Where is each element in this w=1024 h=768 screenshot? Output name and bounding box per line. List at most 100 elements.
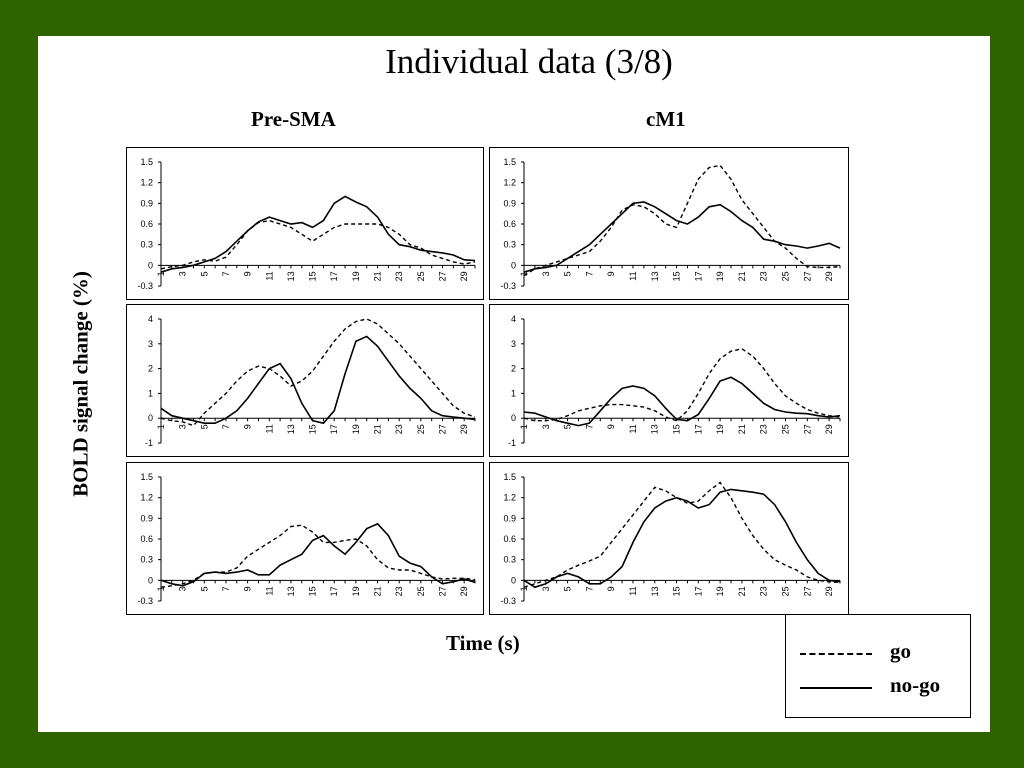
y-tick-label: -0.3	[500, 281, 516, 291]
x-tick-label: 9	[243, 424, 253, 429]
y-tick-label: 1.2	[140, 493, 153, 503]
x-tick-label: 7	[221, 586, 231, 591]
x-tick-label: 5	[199, 424, 209, 429]
y-tick-label: -0.3	[137, 281, 153, 291]
x-tick-label: 15	[672, 271, 682, 281]
x-tick-label: 25	[781, 271, 791, 281]
y-tick-label: 1	[148, 388, 153, 398]
legend-swatch-dashed	[800, 653, 872, 655]
x-tick-label: 27	[802, 271, 812, 281]
x-tick-label: 1	[519, 586, 529, 591]
x-tick-label: 13	[286, 424, 296, 434]
column-label-cm1: cM1	[646, 107, 686, 131]
x-tick-label: 7	[221, 424, 231, 429]
series-line-go	[523, 348, 841, 422]
chart-panel-cm1-1: 1.5 1.2 0.9 0.6 0.3 0 -0.3 1 3 5 7 9 11 13 15 17 19 21 23 2…	[489, 147, 849, 300]
x-tick-label: 25	[416, 586, 426, 596]
x-tick-label: 21	[373, 271, 383, 281]
y-tick-label: 0.3	[503, 240, 516, 250]
x-tick-label: 29	[459, 424, 469, 434]
x-tick-label: 7	[221, 271, 231, 276]
y-tick-label: 1	[511, 388, 516, 398]
x-tick-label: 27	[438, 586, 448, 596]
y-tick-label: -0.3	[500, 596, 516, 606]
x-tick-label: 19	[351, 271, 361, 281]
y-tick-label: 0.9	[503, 513, 516, 523]
x-tick-label: 23	[759, 586, 769, 596]
y-tick-label: -0.3	[137, 596, 153, 606]
chart-svg: 1.51.20.90.60.30-0.31 3 5 7 9 11 13 15 17 19 21 23 2…	[137, 157, 476, 291]
y-tick-label: 1.2	[140, 178, 153, 188]
x-tick-label: 7	[584, 271, 594, 276]
x-tick-label: 11	[628, 271, 638, 280]
y-tick-label: 0.3	[140, 240, 153, 250]
x-tick-label: 21	[373, 424, 383, 434]
y-tick-label: 0.9	[140, 513, 153, 523]
series-line-no-go	[160, 195, 476, 273]
x-tick-label: 21	[737, 424, 747, 434]
legend-swatch-solid	[800, 687, 872, 689]
x-tick-label: 19	[351, 586, 361, 596]
x-tick-label: 5	[563, 424, 573, 429]
x-tick-label: 29	[459, 271, 469, 281]
y-axis-label: BOLD signal change (%)	[68, 271, 93, 497]
x-tick-label: 11	[264, 271, 274, 280]
chart-svg: 1.51.20.90.60.30-0.31 3 5 7 9 11 13 15 17 19 21 23 2…	[137, 472, 476, 606]
chart-svg: 1.51.20.90.60.30-0.31 3 5 7 9 11 13 15 17 19 21 23 2…	[500, 157, 841, 291]
series-line-no-go	[523, 376, 841, 427]
legend-label: no-go	[890, 673, 941, 697]
series-line-go	[160, 318, 476, 427]
x-tick-label: 15	[308, 271, 318, 281]
y-tick-label: 0	[511, 575, 516, 585]
x-tick-label: 1	[156, 271, 166, 276]
x-tick-label: 29	[824, 586, 834, 596]
x-tick-label: 3	[541, 586, 551, 591]
x-tick-label: 29	[459, 586, 469, 596]
x-tick-label: 23	[759, 271, 769, 281]
x-tick-label: 1	[519, 424, 529, 429]
x-tick-label: 17	[693, 271, 703, 281]
x-tick-label: 15	[672, 586, 682, 596]
x-tick-label: 17	[329, 424, 339, 434]
y-tick-label: 2	[148, 364, 153, 374]
x-axis-label: Time (s)	[446, 631, 520, 655]
x-tick-label: 9	[606, 424, 616, 429]
x-tick-label: 23	[394, 424, 404, 434]
legend-item-go: go	[786, 639, 972, 669]
x-tick-label: 27	[802, 586, 812, 596]
x-tick-label: 15	[308, 424, 318, 434]
x-tick-label: 27	[802, 424, 812, 434]
legend-item-no-go: no-go	[786, 673, 972, 703]
y-tick-label: 1.2	[503, 493, 516, 503]
series-line-go	[523, 481, 841, 588]
x-tick-label: 7	[584, 424, 594, 429]
y-tick-label: 0	[148, 260, 153, 270]
series-line-go	[160, 524, 476, 588]
y-tick-label: 0.6	[503, 534, 516, 544]
x-tick-label: 5	[199, 271, 209, 276]
y-tick-label: 0	[511, 260, 516, 270]
x-tick-label: 1	[156, 424, 166, 429]
x-tick-label: 9	[606, 586, 616, 591]
y-tick-label: 0.9	[140, 198, 153, 208]
chart-panel-cm1-2: 4 3 2 1 0 -1 1 3 5 7 9 11 13 15 17 19 21 23 25 27 29	[489, 304, 849, 457]
y-tick-label: 2	[511, 364, 516, 374]
x-tick-label: 1	[156, 586, 166, 591]
x-tick-label: 13	[650, 271, 660, 281]
slide-title: Individual data (3/8)	[385, 42, 673, 81]
y-tick-label: 3	[511, 339, 516, 349]
x-tick-label: 19	[715, 271, 725, 281]
chart-panel-pre-sma-2: 4 3 2 1 0 -1 1 3 5 7 9 11 13 15 17 19 21 23 25 27 29	[126, 304, 484, 457]
legend-label: go	[890, 639, 911, 663]
x-tick-label: 3	[541, 424, 551, 429]
x-tick-label: 27	[438, 271, 448, 281]
series-line-go	[160, 219, 476, 270]
x-tick-label: 17	[693, 586, 703, 596]
x-tick-label: 11	[264, 586, 274, 595]
x-tick-label: 9	[606, 271, 616, 276]
column-label-pre-sma: Pre-SMA	[251, 107, 336, 131]
x-tick-label: 11	[628, 586, 638, 595]
y-tick-label: 0.3	[140, 555, 153, 565]
y-tick-label: 0.6	[140, 219, 153, 229]
